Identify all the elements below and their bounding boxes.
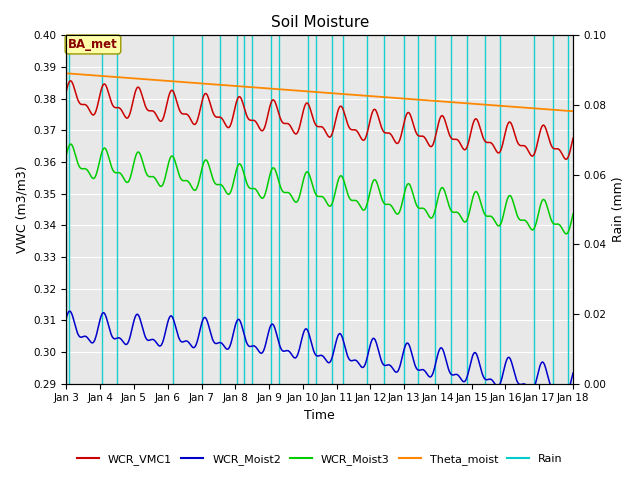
Theta_moist xyxy=(505,104,513,109)
WCR_Moist2 xyxy=(120,340,128,346)
Legend: WCR_VMC1, WCR_Moist2, WCR_Moist3, Theta_moist, Rain: WCR_VMC1, WCR_Moist2, WCR_Moist3, Theta_… xyxy=(72,450,568,469)
Text: BA_met: BA_met xyxy=(68,38,118,51)
Theta_moist xyxy=(120,75,128,81)
Line: WCR_Moist3: WCR_Moist3 xyxy=(67,144,573,234)
Line: WCR_VMC1: WCR_VMC1 xyxy=(67,81,573,159)
WCR_Moist3 xyxy=(569,211,577,217)
Theta_moist xyxy=(63,71,70,76)
Theta_moist xyxy=(279,87,287,93)
WCR_Moist3 xyxy=(505,193,513,199)
Theta_moist xyxy=(150,77,158,83)
WCR_Moist2 xyxy=(150,337,158,343)
WCR_Moist3 xyxy=(257,194,265,200)
WCR_VMC1 xyxy=(63,88,70,94)
WCR_VMC1 xyxy=(505,120,513,125)
WCR_Moist3 xyxy=(150,175,158,180)
WCR_Moist2 xyxy=(569,370,577,376)
WCR_Moist3 xyxy=(279,189,287,194)
WCR_Moist2 xyxy=(559,392,567,397)
WCR_Moist2 xyxy=(279,348,287,354)
WCR_VMC1 xyxy=(257,127,265,133)
Theta_moist xyxy=(569,108,577,114)
Y-axis label: VWC (m3/m3): VWC (m3/m3) xyxy=(15,166,28,253)
Y-axis label: Rain (mm): Rain (mm) xyxy=(612,177,625,242)
WCR_Moist3 xyxy=(563,231,570,237)
WCR_Moist3 xyxy=(559,228,567,233)
WCR_VMC1 xyxy=(569,135,577,141)
WCR_Moist3 xyxy=(120,177,128,182)
WCR_Moist2 xyxy=(66,308,74,314)
WCR_VMC1 xyxy=(67,78,74,84)
WCR_VMC1 xyxy=(120,112,128,118)
Theta_moist xyxy=(257,85,264,91)
Line: WCR_Moist2: WCR_Moist2 xyxy=(67,311,573,396)
Line: Theta_moist: Theta_moist xyxy=(67,73,573,111)
WCR_VMC1 xyxy=(150,109,158,115)
WCR_Moist2 xyxy=(63,315,70,321)
WCR_Moist2 xyxy=(505,354,513,360)
WCR_Moist2 xyxy=(561,393,569,399)
Theta_moist xyxy=(559,108,567,113)
WCR_VMC1 xyxy=(279,120,287,126)
Title: Soil Moisture: Soil Moisture xyxy=(271,15,369,30)
WCR_Moist3 xyxy=(67,141,74,147)
WCR_Moist3 xyxy=(63,152,70,157)
WCR_VMC1 xyxy=(563,156,570,162)
X-axis label: Time: Time xyxy=(305,409,335,422)
WCR_VMC1 xyxy=(559,153,567,159)
WCR_Moist2 xyxy=(257,350,265,356)
